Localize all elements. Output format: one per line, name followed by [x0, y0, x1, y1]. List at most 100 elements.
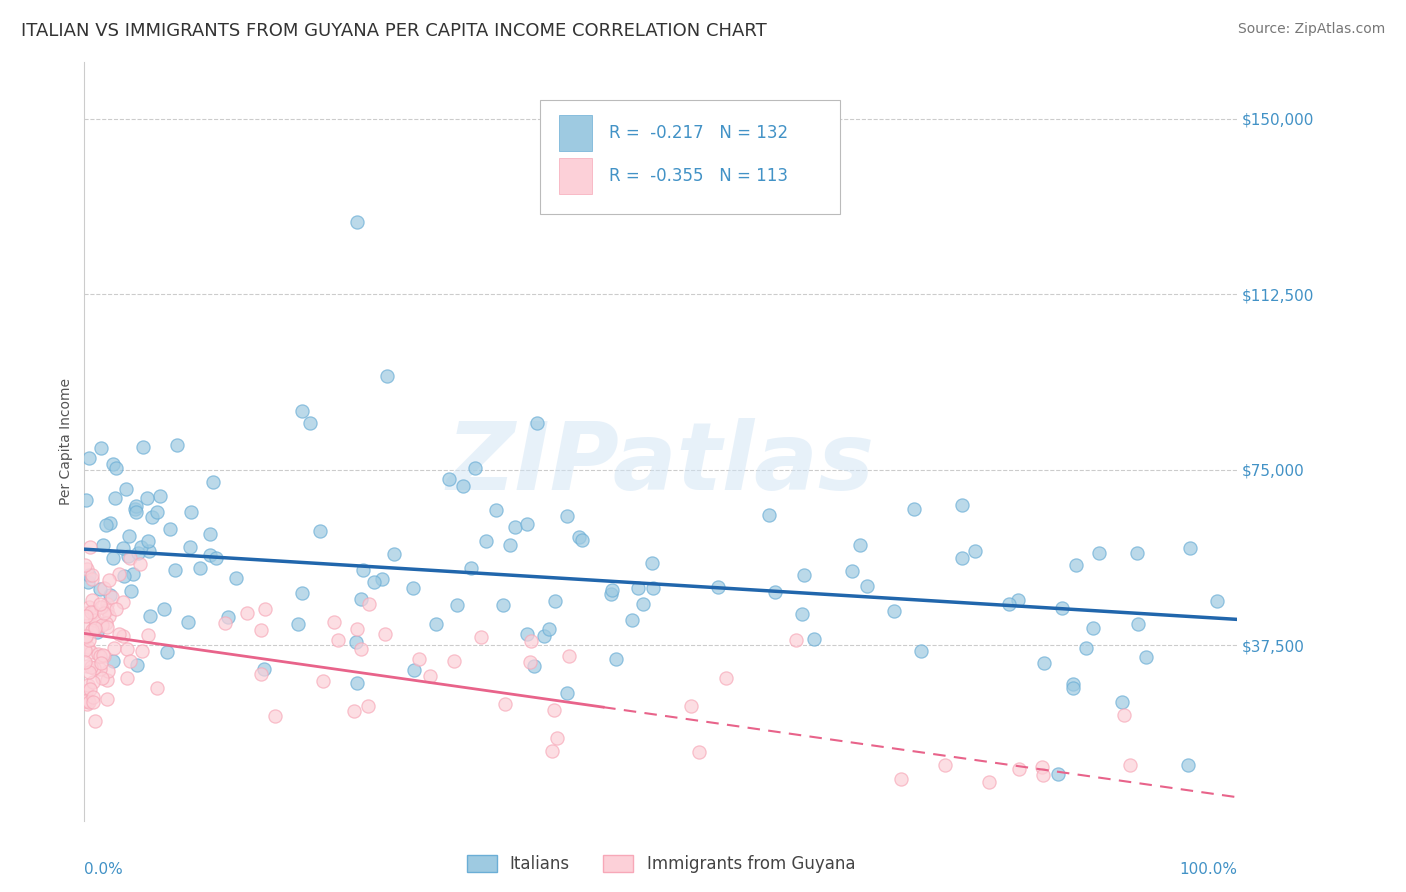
Point: [765, 585, 787, 599]
Point: [138, 543, 160, 558]
Point: [1126, 617, 1149, 632]
Point: [77, 692, 100, 706]
Text: 0.0%: 0.0%: [84, 863, 124, 878]
Point: [75, 694, 97, 708]
Point: [80, 568, 103, 582]
Point: [382, 547, 405, 561]
Point: [96, 692, 118, 706]
Point: [118, 551, 141, 566]
Point: [115, 671, 138, 685]
Point: [1032, 768, 1054, 782]
Point: [343, 704, 366, 718]
Point: [141, 509, 163, 524]
Point: [75, 655, 97, 669]
Point: [890, 772, 912, 786]
Point: [83, 622, 105, 636]
Point: [707, 580, 730, 594]
Point: [841, 564, 863, 578]
Point: [499, 538, 522, 552]
Point: [96, 673, 118, 687]
Point: [264, 709, 287, 723]
Point: [91, 538, 114, 552]
Point: [89, 662, 111, 676]
Point: [357, 698, 380, 713]
Point: [96, 620, 118, 634]
Point: [494, 697, 516, 711]
Point: [533, 629, 555, 643]
Point: [90, 441, 112, 455]
Point: [166, 438, 188, 452]
Point: [1031, 759, 1053, 773]
Point: [73, 558, 96, 572]
Point: [75, 621, 97, 635]
Point: [526, 416, 548, 430]
Point: [80, 593, 103, 607]
Point: [93, 606, 115, 620]
Point: [89, 648, 111, 663]
Point: [1088, 546, 1111, 560]
Point: [1064, 558, 1087, 573]
Point: [77, 600, 100, 615]
Point: [124, 501, 146, 516]
Point: [291, 586, 314, 600]
Point: [124, 505, 146, 519]
Point: [849, 539, 872, 553]
Point: [136, 628, 159, 642]
Point: [77, 567, 100, 582]
Point: [83, 714, 105, 729]
Point: [1033, 656, 1056, 670]
Point: [1008, 762, 1031, 776]
Point: [98, 573, 121, 587]
Point: [544, 594, 567, 608]
Point: [125, 658, 148, 673]
Point: [91, 618, 114, 632]
Text: ZIPatlas: ZIPatlas: [447, 418, 875, 510]
Point: [98, 609, 121, 624]
Point: [934, 758, 956, 772]
Point: [1206, 594, 1229, 608]
FancyBboxPatch shape: [540, 101, 839, 214]
Point: [91, 648, 114, 663]
Point: [75, 492, 97, 507]
Point: [1047, 767, 1070, 781]
Point: [204, 550, 226, 565]
Point: [139, 609, 162, 624]
Point: [571, 533, 593, 548]
Text: Source: ZipAtlas.com: Source: ZipAtlas.com: [1237, 22, 1385, 37]
Point: [115, 483, 138, 497]
Point: [402, 664, 425, 678]
Point: [122, 566, 145, 581]
Point: [1050, 600, 1073, 615]
Point: [77, 665, 100, 679]
Point: [537, 622, 560, 636]
Point: [84, 619, 107, 633]
Point: [640, 557, 662, 571]
Point: [82, 674, 104, 689]
Point: [903, 501, 925, 516]
Point: [631, 598, 654, 612]
Point: [82, 690, 104, 705]
Point: [103, 641, 125, 656]
Point: [101, 590, 124, 604]
Point: [541, 744, 564, 758]
Point: [93, 648, 115, 663]
Point: [1119, 758, 1142, 772]
Point: [97, 665, 120, 679]
Point: [77, 574, 100, 589]
FancyBboxPatch shape: [560, 158, 592, 194]
Point: [688, 745, 710, 759]
Point: [621, 613, 644, 627]
Point: [83, 605, 105, 619]
Point: [76, 562, 98, 576]
Point: [520, 634, 543, 648]
Point: [425, 617, 447, 632]
Point: [132, 440, 155, 454]
Point: [80, 605, 103, 619]
Legend: Italians, Immigrants from Guyana: Italians, Immigrants from Guyana: [467, 855, 855, 873]
Point: [77, 451, 100, 466]
Point: [104, 602, 127, 616]
Point: [152, 601, 174, 615]
Point: [291, 404, 314, 418]
Point: [90, 656, 112, 670]
Point: [136, 534, 159, 549]
